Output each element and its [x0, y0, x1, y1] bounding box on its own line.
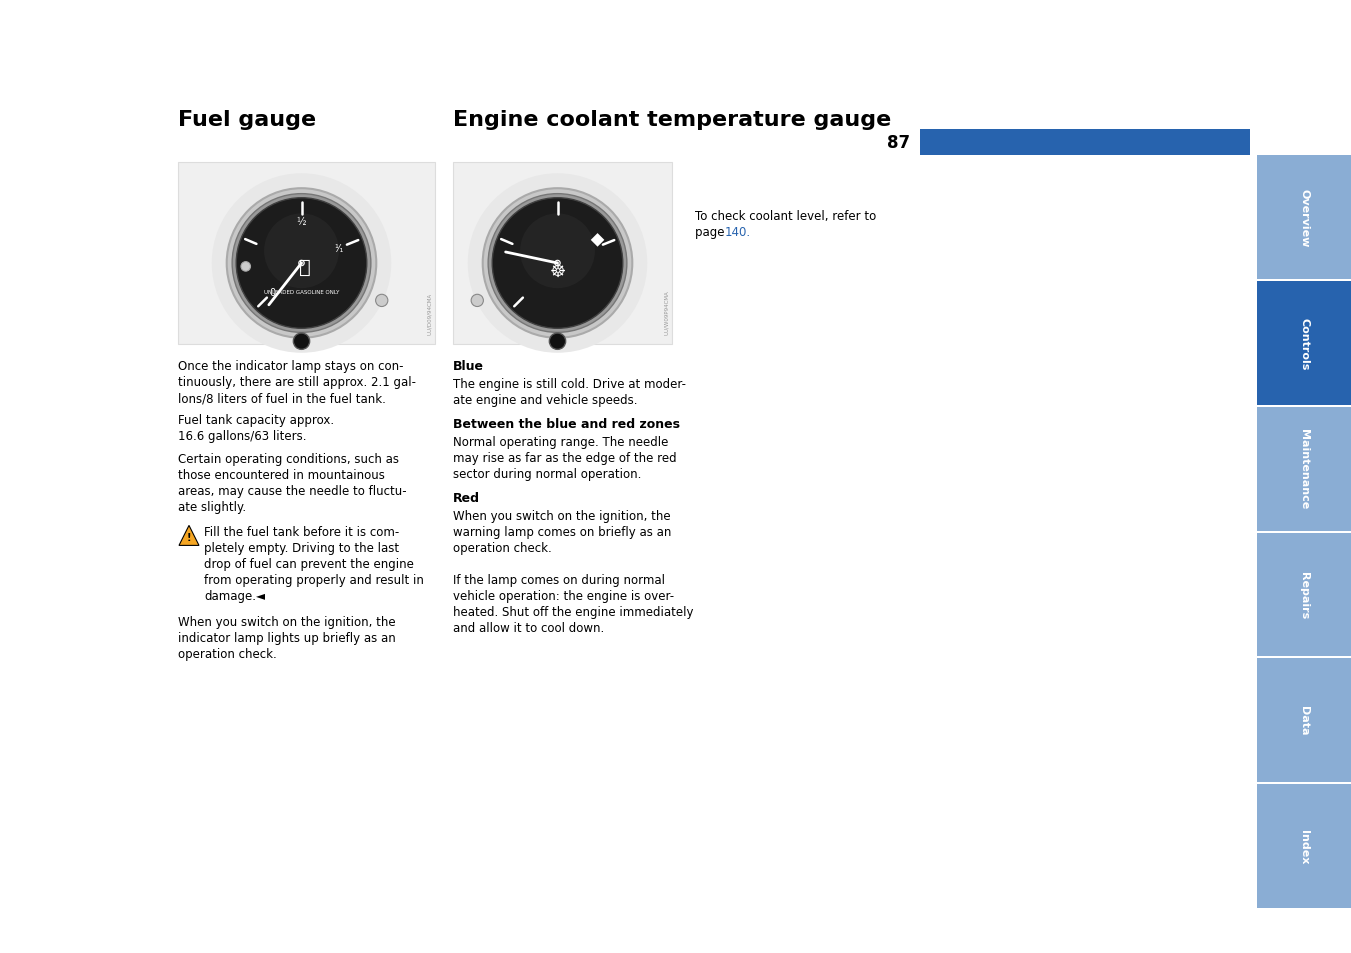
Text: If the lamp comes on during normal: If the lamp comes on during normal [453, 574, 665, 586]
Text: ⛽: ⛽ [299, 257, 311, 276]
Text: sector during normal operation.: sector during normal operation. [453, 468, 642, 480]
Circle shape [293, 334, 309, 350]
Text: Normal operating range. The needle: Normal operating range. The needle [453, 436, 669, 449]
Text: areas, may cause the needle to fluctu-: areas, may cause the needle to fluctu- [178, 484, 407, 497]
Text: Fuel tank capacity approx.: Fuel tank capacity approx. [178, 414, 334, 427]
Circle shape [550, 334, 566, 350]
Text: Once the indicator lamp stays on con-: Once the indicator lamp stays on con- [178, 359, 404, 373]
Text: ate engine and vehicle speeds.: ate engine and vehicle speeds. [453, 394, 638, 407]
Text: 0: 0 [270, 288, 276, 297]
Text: Certain operating conditions, such as: Certain operating conditions, such as [178, 453, 399, 465]
Bar [453, 163, 671, 345]
Text: UU/D09/94CMA: UU/D09/94CMA [427, 293, 432, 335]
Text: pletely empty. Driving to the last: pletely empty. Driving to the last [204, 542, 399, 555]
Text: ¹⁄₁: ¹⁄₁ [335, 243, 345, 253]
Circle shape [471, 295, 484, 307]
Text: Overview: Overview [1300, 189, 1309, 247]
Text: When you switch on the ignition, the: When you switch on the ignition, the [178, 616, 396, 628]
Circle shape [299, 261, 304, 267]
Text: damage.◄: damage.◄ [204, 590, 265, 602]
Circle shape [227, 189, 377, 338]
Text: Index: Index [1300, 829, 1309, 863]
Bar [1256, 533, 1351, 657]
Circle shape [482, 189, 632, 338]
Text: Blue: Blue [453, 359, 484, 373]
Text: ☸: ☸ [550, 263, 566, 281]
Text: tinuously, there are still approx. 2.1 gal-: tinuously, there are still approx. 2.1 g… [178, 375, 416, 389]
Bar [1256, 407, 1351, 531]
Text: warning lamp comes on briefly as an: warning lamp comes on briefly as an [453, 525, 671, 538]
Text: Fill the fuel tank before it is com-: Fill the fuel tank before it is com- [204, 526, 400, 538]
Text: 87: 87 [886, 133, 911, 152]
Text: To check coolant level, refer to: To check coolant level, refer to [694, 210, 877, 223]
Bar [920, 130, 1250, 156]
Bar [1256, 156, 1351, 279]
Text: operation check.: operation check. [178, 647, 277, 660]
Text: Data: Data [1300, 706, 1309, 735]
Text: lons/8 liters of fuel in the fuel tank.: lons/8 liters of fuel in the fuel tank. [178, 392, 386, 405]
Text: When you switch on the ignition, the: When you switch on the ignition, the [453, 510, 670, 522]
Text: The engine is still cold. Drive at moder-: The engine is still cold. Drive at moder… [453, 377, 686, 391]
Text: Fuel gauge: Fuel gauge [178, 110, 316, 130]
Text: ½: ½ [297, 216, 307, 227]
Circle shape [520, 214, 594, 289]
Circle shape [555, 261, 561, 267]
Text: vehicle operation: the engine is over-: vehicle operation: the engine is over- [453, 589, 674, 602]
Text: heated. Shut off the engine immediately: heated. Shut off the engine immediately [453, 605, 693, 618]
Text: operation check.: operation check. [453, 541, 551, 555]
Text: UNLEADED GASOLINE ONLY: UNLEADED GASOLINE ONLY [263, 290, 339, 294]
Text: page: page [694, 226, 728, 239]
Bar [1256, 281, 1351, 405]
Text: may rise as far as the edge of the red: may rise as far as the edge of the red [453, 452, 677, 464]
Circle shape [240, 262, 250, 272]
Circle shape [488, 194, 627, 333]
Text: Red: Red [453, 492, 480, 504]
Text: Controls: Controls [1300, 317, 1309, 370]
Text: UU/W09P94CMA: UU/W09P94CMA [663, 290, 669, 335]
Text: !: ! [186, 533, 192, 543]
Circle shape [467, 174, 647, 354]
Text: 140.: 140. [725, 226, 751, 239]
Polygon shape [590, 233, 604, 248]
Text: drop of fuel can prevent the engine: drop of fuel can prevent the engine [204, 558, 413, 571]
Text: from operating properly and result in: from operating properly and result in [204, 574, 424, 587]
Text: and allow it to cool down.: and allow it to cool down. [453, 621, 604, 635]
Text: ate slightly.: ate slightly. [178, 500, 246, 514]
Circle shape [492, 198, 623, 329]
Text: those encountered in mountainous: those encountered in mountainous [178, 468, 385, 481]
Circle shape [263, 214, 339, 289]
Circle shape [376, 295, 388, 307]
Bar [1256, 659, 1351, 782]
Text: Maintenance: Maintenance [1300, 429, 1309, 509]
Circle shape [236, 198, 366, 329]
Circle shape [212, 174, 392, 354]
Circle shape [232, 194, 372, 333]
Text: Engine coolant temperature gauge: Engine coolant temperature gauge [453, 110, 892, 130]
Text: 16.6 gallons/63 liters.: 16.6 gallons/63 liters. [178, 430, 307, 443]
Polygon shape [178, 526, 199, 546]
Bar [1256, 784, 1351, 908]
Bar [178, 163, 435, 345]
Text: Between the blue and red zones: Between the blue and red zones [453, 417, 680, 431]
Text: indicator lamp lights up briefly as an: indicator lamp lights up briefly as an [178, 631, 396, 644]
Text: Repairs: Repairs [1300, 571, 1309, 618]
